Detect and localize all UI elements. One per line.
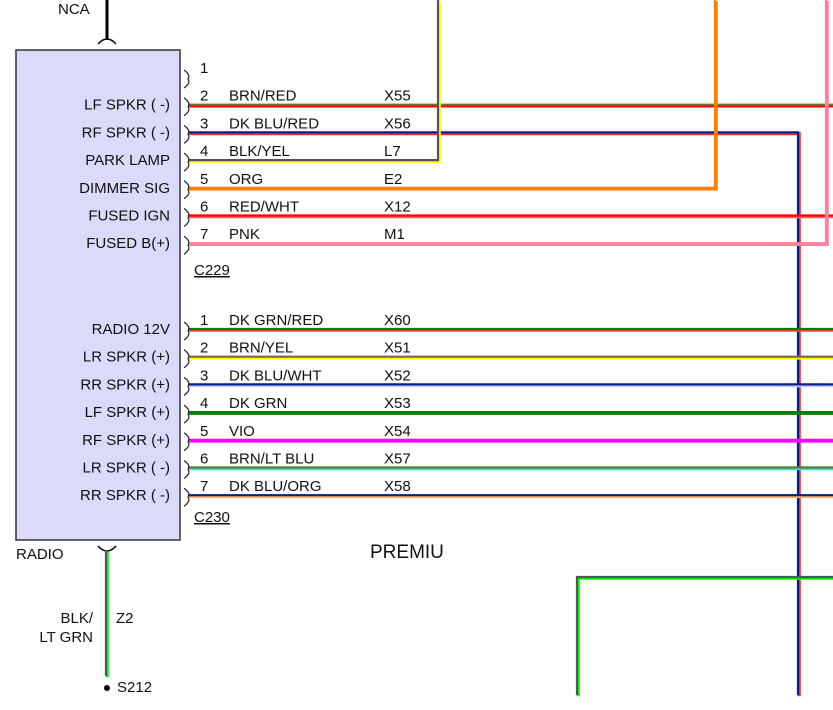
- circuit-label: X52: [384, 367, 411, 384]
- wire-color-label: ORG: [229, 171, 263, 188]
- circuit-label: X60: [384, 312, 411, 329]
- pin-number: 5: [200, 171, 208, 188]
- wire-c230-pin-7: [188, 494, 833, 499]
- splice-label: S212: [117, 679, 152, 696]
- pin-terminal-icon: [183, 376, 190, 396]
- pin-function-label: LF SPKR ( -): [84, 97, 170, 114]
- pin-terminal-icon: [183, 349, 190, 369]
- pin-terminal-icon: [183, 404, 190, 424]
- wire-c229-pin-5: [188, 0, 718, 191]
- wire-color-label: DK BLU/RED: [229, 115, 319, 132]
- pin-number: 4: [200, 395, 208, 412]
- pin-number: 7: [200, 226, 208, 243]
- connector-label-c229: C229: [194, 262, 230, 279]
- pin-terminal-icon: [183, 97, 190, 117]
- pin-number: 1: [200, 312, 208, 329]
- circuit-label: M1: [384, 226, 405, 243]
- pin-terminal-icon: [183, 321, 190, 341]
- pin-terminal-icon: [183, 487, 190, 507]
- wire-color-label: DK BLU/ORG: [229, 478, 322, 495]
- ground-wire: [104, 550, 109, 678]
- wire-color-label: BLK/YEL: [229, 143, 290, 160]
- ground-color-label-1: BLK/: [60, 610, 93, 627]
- connector-label-c230: C230: [194, 509, 230, 526]
- wire-color-label: PNK: [229, 226, 260, 243]
- circuit-label: X56: [384, 115, 411, 132]
- wire-color-label: RED/WHT: [229, 199, 299, 216]
- pin-number: 7: [200, 478, 208, 495]
- circuit-label: X57: [384, 451, 411, 468]
- connector-pins: 1 2 LF SPKR ( -) BRN/RED X55 3 RF SPKR ( -) DK …: [79, 60, 411, 507]
- wire-c229-pin-2: [188, 103, 833, 108]
- pin-function-label: LR SPKR (+): [83, 349, 170, 366]
- circuit-label: X51: [384, 340, 411, 357]
- pin-function-label: RR SPKR ( -): [80, 487, 170, 504]
- circuit-label: E2: [384, 171, 402, 188]
- pin-number: 2: [200, 340, 208, 357]
- page-label: PREMIU: [370, 542, 444, 563]
- pin-function-label: FUSED IGN: [88, 208, 170, 225]
- pin-number: 2: [200, 88, 208, 105]
- pin-function-label: LF SPKR (+): [85, 404, 170, 421]
- wire-c230-pin-3: [188, 383, 833, 388]
- pin-number: 6: [200, 451, 208, 468]
- wire-c230-pin-5: [188, 438, 833, 443]
- radio-component: [15, 49, 181, 541]
- pin-terminal-icon: [183, 124, 190, 144]
- pin-number: 4: [200, 143, 208, 160]
- circuit-label: X12: [384, 199, 411, 216]
- circuit-label: X58: [384, 478, 411, 495]
- ground-circuit-label: Z2: [116, 610, 134, 627]
- pin-function-label: RR SPKR (+): [80, 376, 170, 393]
- pin-terminal-icon: [183, 152, 190, 172]
- ground-color-label-2: LT GRN: [39, 629, 93, 646]
- wire-color-label: DK BLU/WHT: [229, 367, 322, 384]
- wire-c230-pin-2: [188, 355, 833, 360]
- circuit-label: X55: [384, 88, 411, 105]
- pin-function-label: FUSED B(+): [86, 235, 170, 252]
- circuit-label: X53: [384, 395, 411, 412]
- circuit-label: L7: [384, 143, 401, 160]
- pin-number: 3: [200, 367, 208, 384]
- pin-terminal-icon: [183, 208, 190, 227]
- pin-number: 3: [200, 115, 208, 132]
- pin-number: 6: [200, 199, 208, 216]
- wire-color-label: DK GRN/RED: [229, 312, 323, 329]
- pin-terminal-icon: [183, 180, 190, 200]
- wire-color-label: BRN/LT BLU: [229, 451, 314, 468]
- pin-terminal-icon: [183, 69, 190, 89]
- wire-bottom: [575, 575, 833, 697]
- wire-color-label: DK GRN: [229, 395, 287, 412]
- wire-c230-pin-4: [188, 411, 833, 415]
- wire-c230-pin-1: [188, 327, 833, 332]
- wire-c230-pin-6: [188, 466, 833, 471]
- wires: [188, 0, 833, 697]
- nca-connector-icon: [97, 38, 117, 45]
- pin-function-label: RF SPKR (+): [82, 432, 170, 449]
- pin-terminal-icon: [183, 432, 190, 452]
- component-name: RADIO: [16, 546, 64, 563]
- wire-color-label: VIO: [229, 423, 255, 440]
- pin-function-label: DIMMER SIG: [79, 180, 170, 197]
- ground-wire-line: [104, 550, 109, 678]
- wire-color-label: BRN/YEL: [229, 340, 293, 357]
- wire-c229-pin-6: [188, 214, 833, 219]
- wire-c229-pin-4: [188, 0, 441, 163]
- pin-terminal-icon: [183, 460, 190, 479]
- pin-terminal-icon: [183, 235, 190, 255]
- pin-function-label: PARK LAMP: [85, 152, 170, 169]
- wire-color-label: BRN/RED: [229, 88, 297, 105]
- pin-number: 5: [200, 423, 208, 440]
- pin-function-label: LR SPKR ( -): [82, 460, 170, 477]
- splice-dot-icon: [104, 685, 110, 691]
- pin-number: 1: [200, 60, 208, 77]
- wire-c229-pin-3: [188, 131, 801, 697]
- pin-function-label: RADIO 12V: [92, 321, 170, 338]
- nca-label: NCA: [58, 1, 90, 18]
- wire-c229-pin-7: [188, 0, 829, 247]
- pin-function-label: RF SPKR ( -): [82, 124, 170, 141]
- circuit-label: X54: [384, 423, 411, 440]
